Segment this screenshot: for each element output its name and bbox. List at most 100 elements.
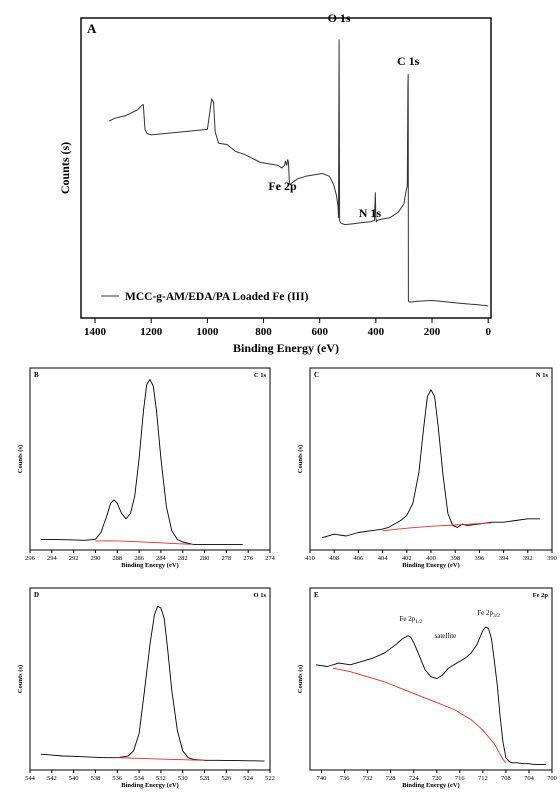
x-tick-label: 200 [424, 326, 441, 338]
x-tick-label: 392 [523, 555, 533, 562]
x-tick-label: 0 [485, 326, 491, 338]
x-tick-label: 1200 [140, 326, 163, 338]
plot-frame [29, 367, 271, 551]
panel-letter: D [34, 591, 39, 599]
x-axis-label: Binding Energy (eV) [121, 782, 178, 789]
x-tick-label: 286 [134, 555, 145, 562]
x-tick-label: 544 [25, 775, 36, 782]
x-tick-label: 532 [156, 775, 166, 782]
spectrum-line [315, 626, 547, 766]
x-tick-label: 528 [200, 775, 210, 782]
x-tick-label: 736 [340, 775, 351, 782]
spectrum-line [40, 378, 243, 546]
x-tick-label: 708 [501, 775, 511, 782]
x-axis-label: Binding Energy (eV) [402, 562, 459, 569]
satellite-label: satellite [435, 632, 457, 640]
x-tick-label: 704 [524, 775, 535, 782]
x-tick-label: 538 [91, 775, 101, 782]
x-tick-label: 712 [478, 775, 488, 782]
panel-letter: C [314, 371, 319, 379]
x-tick-label: 406 [354, 555, 365, 562]
x-tick-label: 292 [69, 555, 79, 562]
x-axis-label: Binding Energy (eV) [121, 562, 178, 569]
peak-label: Fe 2p [268, 179, 297, 193]
x-tick-label: 400 [426, 555, 436, 562]
y-axis-label: Counts (s) [297, 445, 304, 473]
x-tick-label: 394 [499, 555, 510, 562]
y-axis-label: Counts (s) [17, 445, 24, 473]
panel-a: 1400 1200 1000 800 600 400 200 0 Binding Energy … [58, 11, 492, 355]
x-tick-label: 402 [402, 555, 412, 562]
x-tick-label: 522 [265, 775, 275, 782]
peak-label-subscript: 1/2 [415, 619, 422, 625]
background-line [382, 522, 492, 532]
x-tick-label: 526 [221, 775, 232, 782]
x-tick-label: 294 [47, 555, 58, 562]
panel-title: O 1s [254, 592, 267, 599]
spectrum-line [108, 39, 489, 307]
peak-label: C 1s [397, 54, 420, 68]
peak-label: Fe 2p1/2 [399, 615, 422, 625]
legend-label: MCC-g-AM/EDA/PA Loaded Fe (III) [125, 291, 309, 303]
y-axis-label: Counts (s) [58, 142, 72, 194]
spectrum-line [40, 605, 265, 762]
x-tick-label: 390 [547, 555, 557, 562]
plot-frame [80, 17, 492, 319]
x-tick-label: 396 [475, 555, 486, 562]
x-tick-label: 398 [450, 555, 460, 562]
x-tick-label: 404 [378, 555, 389, 562]
x-tick-label: 542 [47, 775, 57, 782]
y-axis-label: Counts (s) [17, 665, 24, 693]
x-tick-label: 408 [329, 555, 339, 562]
x-tick-label: 1000 [196, 326, 219, 338]
peak-label-subscript: 3/2 [493, 613, 500, 619]
y-axis-label: Counts (s) [297, 665, 304, 693]
plot-frame [309, 587, 553, 771]
panel-e: 740 736 732 728 724 720 716 712 708 704 700 Binding… [297, 587, 557, 789]
panel-b: 296 294 292 290 288 286 284 282 280 278 276 274 Bind… [17, 367, 276, 569]
background-line [332, 667, 507, 764]
x-tick-label: 524 [243, 775, 254, 782]
x-tick-label: 410 [305, 555, 315, 562]
panel-d: 544 542 540 538 536 534 532 530 528 526 524 522 Bind… [17, 587, 275, 789]
panel-title: Fe 2p [533, 592, 549, 599]
x-tick-label: 728 [386, 775, 396, 782]
peak-label: O 1s [328, 11, 351, 25]
x-tick-label: 536 [112, 775, 123, 782]
peak-label: N 1s [359, 206, 382, 220]
x-tick-label: 278 [221, 555, 231, 562]
peak-label: Fe 2p3/2 [477, 609, 500, 619]
x-tick-label: 284 [156, 555, 167, 562]
x-tick-label: 296 [25, 555, 36, 562]
x-tick-label: 1400 [84, 326, 107, 338]
x-tick-label: 280 [200, 555, 210, 562]
panel-letter: B [34, 371, 39, 379]
x-tick-label: 276 [243, 555, 254, 562]
x-tick-label: 290 [91, 555, 101, 562]
x-tick-label: 732 [363, 775, 373, 782]
background-line [117, 757, 205, 761]
plot-frame [309, 367, 553, 551]
x-tick-label: 724 [409, 775, 420, 782]
x-tick-label: 800 [255, 326, 272, 338]
plot-frame [29, 587, 271, 771]
x-tick-label: 700 [547, 775, 557, 782]
x-tick-label: 600 [311, 326, 328, 338]
x-tick-label: 534 [134, 775, 145, 782]
panel-letter: E [314, 591, 319, 599]
x-tick-label: 720 [432, 775, 442, 782]
x-tick-label: 540 [69, 775, 79, 782]
x-tick-label: 282 [178, 555, 188, 562]
x-tick-label: 274 [265, 555, 276, 562]
panel-title: C 1s [254, 372, 267, 379]
x-tick-label: 288 [112, 555, 122, 562]
x-tick-label: 400 [368, 326, 385, 338]
panel-title: N 1s [536, 372, 549, 379]
background-line [95, 540, 194, 545]
x-tick-label: 716 [455, 775, 466, 782]
x-tick-label: 740 [317, 775, 327, 782]
x-tick-label: 530 [178, 775, 188, 782]
panel-c: 410 408 406 404 402 400 398 396 394 392 390 Binding… [297, 367, 557, 569]
x-axis-label: Binding Energy (eV) [233, 341, 339, 355]
